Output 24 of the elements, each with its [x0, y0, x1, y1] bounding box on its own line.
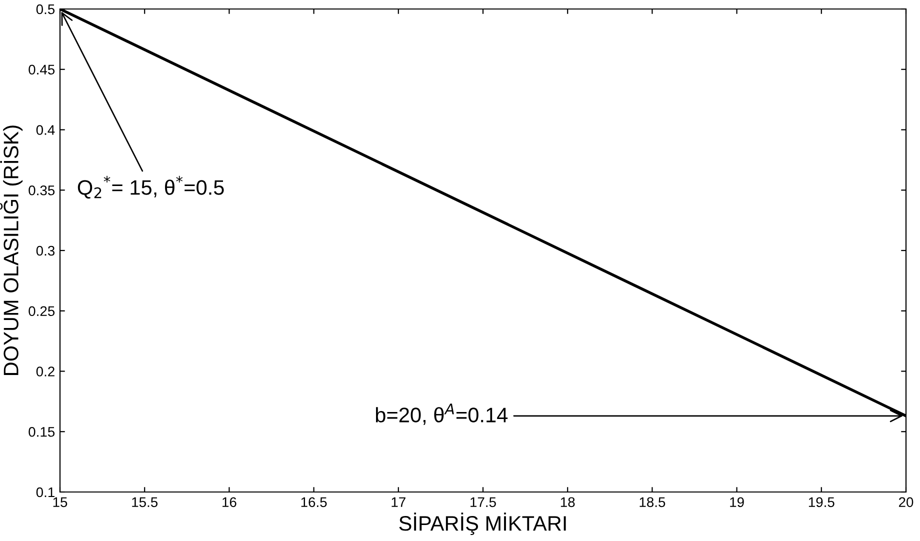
x-axis-title: SİPARİŞ MİKTARI: [399, 512, 566, 536]
y-tick-label: 0.2: [36, 366, 54, 376]
x-tick-label: 15.5: [132, 497, 158, 508]
annotation: b=20, θ$^{A}$=0.14: [376, 404, 508, 425]
x-tick-label: 18.5: [640, 497, 666, 508]
y-tick-label: 0.4: [36, 125, 55, 135]
y-axis-title: DOYUM OLASILIĞI (RİSK): [0, 126, 23, 375]
x-tick-label: 15: [53, 497, 68, 508]
x-tick-label: 16.5: [301, 497, 327, 508]
y-tick-label: 0.3: [36, 246, 55, 256]
x-tick-label: 20: [898, 497, 914, 508]
y-tick-label: 0.35: [28, 185, 55, 196]
annotation: Q$_{2}$$^{*}$= 15, θ$^{*}$=0.5: [78, 176, 224, 199]
y-tick-label: 0.15: [28, 426, 55, 437]
y-tick-label: 0.5: [36, 4, 55, 14]
y-tick-label: 0.45: [28, 64, 55, 75]
x-tick-label: 18: [560, 497, 575, 508]
y-tick-label: 0.25: [28, 306, 55, 316]
x-tick-label: 19: [730, 497, 744, 508]
x-tick-label: 19.5: [808, 497, 834, 508]
x-tick-label: 17.5: [470, 497, 496, 508]
y-tick-label: 0.1: [36, 487, 54, 498]
x-tick-label: 17: [392, 497, 406, 507]
x-tick-label: 16: [222, 497, 236, 508]
